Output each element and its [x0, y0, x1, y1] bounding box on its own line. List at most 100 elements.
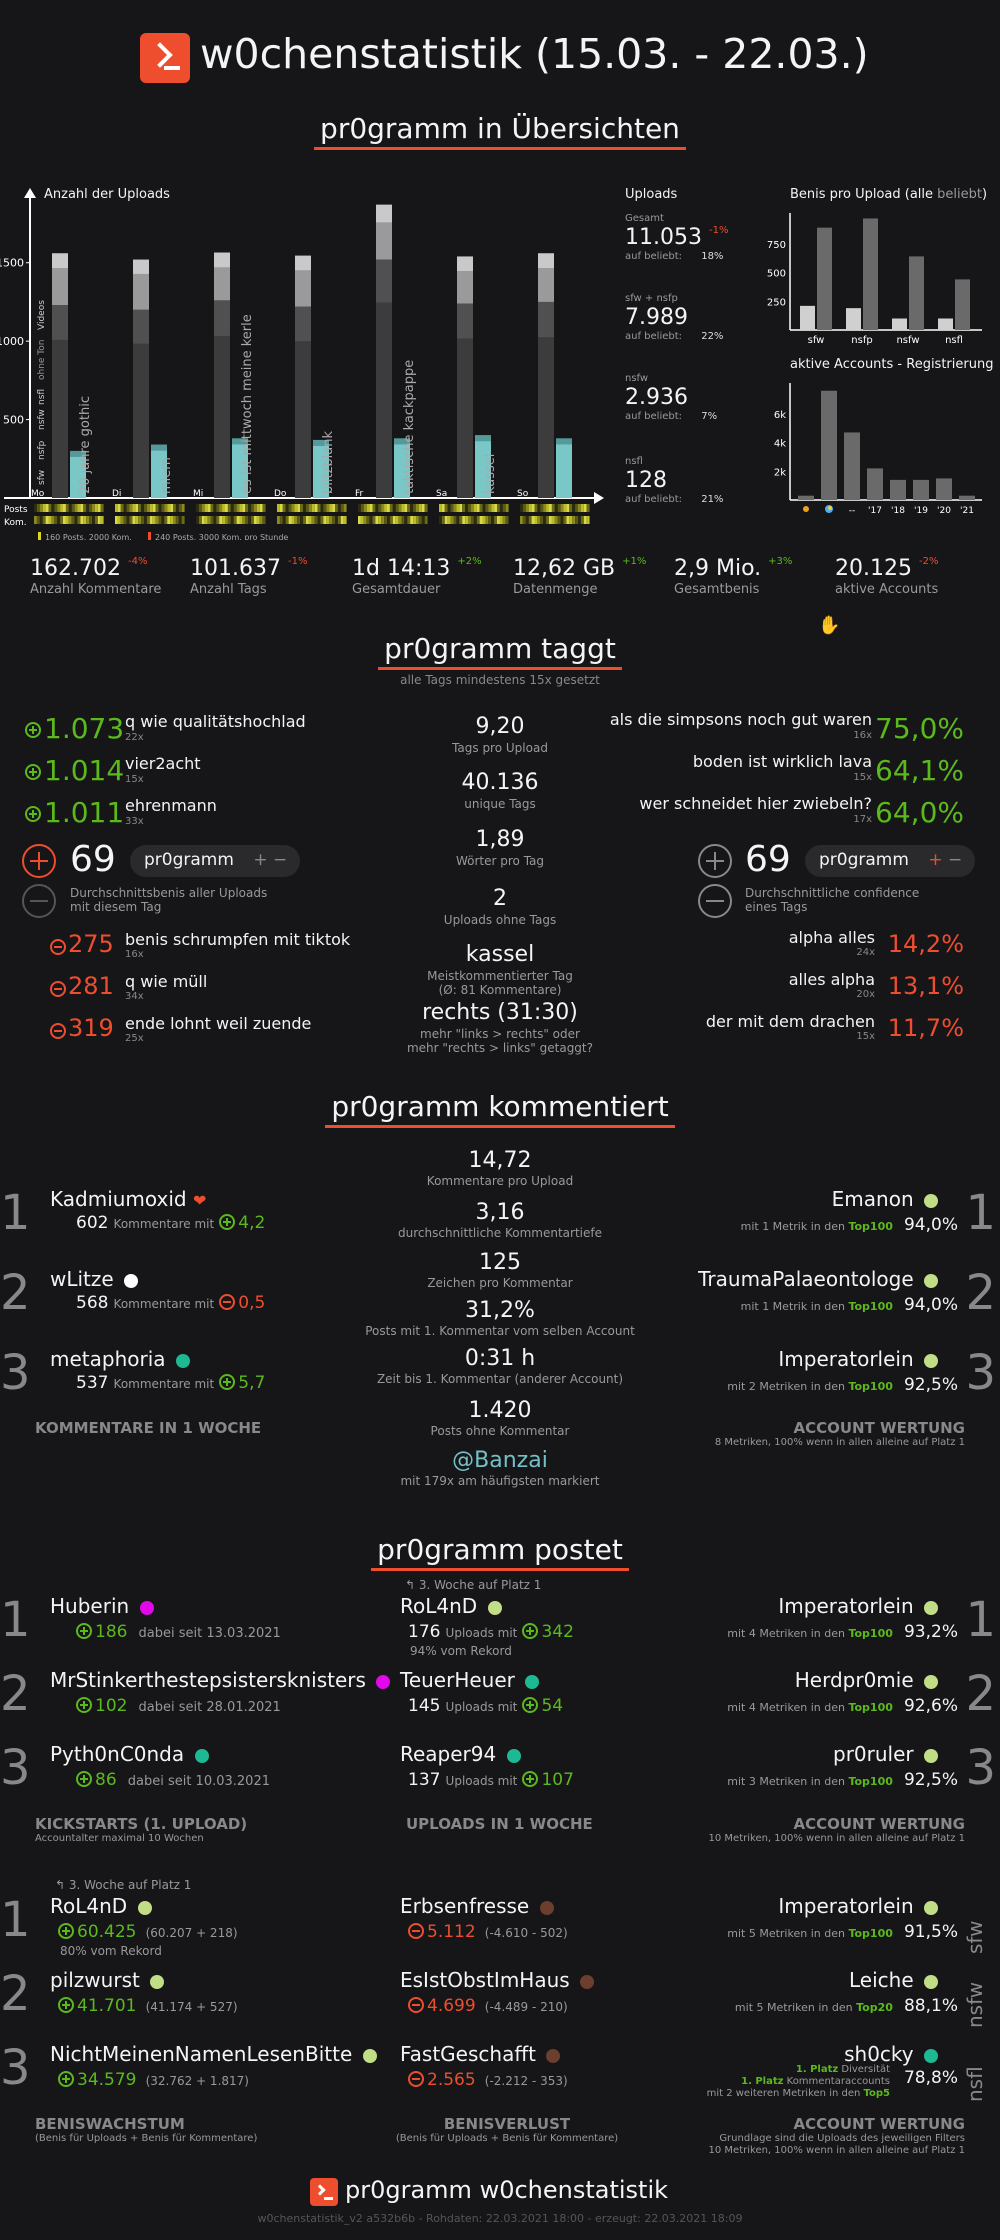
comments-heat-cell	[395, 516, 399, 524]
comment-account-detail: mit 1 Metrik in den Top100 94,0%	[740, 1215, 958, 1235]
comments-heat-cell	[83, 516, 87, 524]
benis-plus-button-icon	[22, 844, 56, 878]
posts-heat-cell	[447, 504, 451, 512]
comments-heat-cell	[54, 516, 58, 524]
minus-circle-icon	[50, 938, 69, 957]
comment-user-name: metaphoria	[50, 1347, 190, 1371]
posts-heat-cell	[100, 504, 104, 512]
posts-heat-cell	[227, 504, 231, 512]
summary-stat-label: Gesamtbenis	[674, 582, 760, 597]
uploads-bar-nsfw	[376, 259, 392, 498]
accounts-chart-title: aktive Accounts - Registrierung	[790, 357, 994, 372]
growth-user-detail: 60.425 (60.207 + 218)	[58, 1922, 238, 1942]
comments-heat-cell	[505, 516, 509, 524]
acc-x-label: --	[849, 506, 856, 515]
comments-heat-cell	[404, 516, 408, 524]
uploads-bar-video	[376, 204, 392, 223]
comments-heat-cell	[36, 516, 40, 524]
posts-heat-cell	[36, 504, 40, 512]
uploads-bar-nsfw-top	[214, 300, 230, 336]
tag-center-label: Wörter pro Tag	[455, 854, 545, 868]
comment-center-value: 125	[479, 1250, 521, 1275]
acc-x-label: '21	[960, 506, 974, 515]
comments-heat-cell	[303, 516, 306, 524]
posts-heat-cell	[259, 504, 263, 512]
growth-note: ↰ 3. Woche auf Platz 1	[55, 1878, 192, 1892]
uploader-extra: 94% vom Rekord	[410, 1644, 512, 1658]
posts-heat-cell	[410, 504, 414, 512]
posts-heat-cell	[502, 504, 506, 512]
posts-heat-cell	[236, 504, 240, 512]
benis-y-tick: 250	[767, 297, 786, 308]
comments-heat-cell	[392, 516, 396, 524]
uploads-bar-video	[538, 253, 554, 269]
uploads-stat-beliebt: auf beliebt: 21%	[625, 494, 724, 505]
comment-center-label: Kommentare pro Upload	[426, 1174, 574, 1188]
uploads-bar-video	[457, 256, 473, 271]
side-legend-label: nsfw	[37, 409, 47, 430]
comments-heat-cell	[42, 516, 46, 524]
comments-heat-cell	[178, 516, 182, 524]
comments-heat-cell	[170, 516, 173, 524]
uploads-bar-beliebt	[232, 438, 248, 498]
tag-bottom-benis-name: q wie müll	[125, 972, 208, 991]
posts-heat-cell	[444, 504, 448, 512]
posts-heat-cell	[416, 504, 419, 512]
comment-center-label: Zeichen pro Kommentar	[427, 1276, 573, 1290]
comments-heat-cell	[418, 516, 422, 524]
posts-heat-cell	[456, 504, 460, 512]
posts-heat-cell	[392, 504, 396, 512]
comments-heat-cell	[132, 516, 136, 524]
tag-top-conf-name: wer schneidet hier zwiebeln?	[639, 794, 872, 813]
posts-heat-cell	[181, 504, 185, 512]
kickstart-user-name: MrStinkerthestepsistersknisters	[50, 1668, 391, 1692]
posts-heat-cell	[569, 504, 573, 512]
acc-icon-1	[803, 506, 809, 512]
comments-heat-cell	[424, 516, 428, 524]
benis-x-label: sfw	[808, 335, 825, 345]
posts-heat-cell	[144, 504, 147, 512]
posts-heat-cell	[74, 504, 78, 512]
comment-account-name: Emanon	[832, 1187, 938, 1211]
tag-center-value: 2	[493, 886, 507, 911]
posts-heat-cell	[534, 504, 538, 512]
comment-account-detail: mit 2 Metriken in den Top100 92,5%	[727, 1375, 958, 1395]
posts-heat-cell	[311, 504, 315, 512]
posts-heat-cell	[262, 504, 266, 512]
uploads-bar-nsfw-top	[538, 301, 554, 338]
comments-heat-cell	[447, 516, 451, 524]
comments-heat-cell	[413, 516, 416, 524]
posts-heat-cell	[239, 504, 243, 512]
loss-user-detail: 5.112 (-4.610 - 502)	[408, 1922, 568, 1942]
comments-heat-cell	[248, 516, 252, 524]
uploads-bar-video	[295, 255, 311, 271]
tag-bottom-conf-name: der mit dem drachen	[705, 1012, 875, 1031]
day-top-tag: kassel	[483, 454, 498, 494]
uploader-stats: 137 Uploads mit 107	[408, 1770, 574, 1790]
legend-yellow-text: 160 Posts, 2000 Kom.	[45, 533, 132, 540]
posts-heat-cell	[360, 504, 364, 512]
tag-center-value: kassel	[465, 942, 535, 967]
posts-heat-cell	[525, 504, 529, 512]
comments-heat-cell	[161, 516, 165, 524]
uploads-bar-beliebt	[70, 450, 86, 498]
comment-center-label: mit 179x am häufigsten markiert	[400, 1474, 600, 1488]
comments-heat-cell	[230, 516, 234, 524]
growth-user-detail: 34.579 (32.762 + 1.817)	[58, 2070, 249, 2090]
benis-bar-beliebt	[955, 279, 970, 330]
posts-heat-cell	[120, 504, 124, 512]
posts-heat-cell	[575, 504, 578, 512]
posts-heat-cell	[586, 504, 590, 512]
uploads-bar-video	[214, 252, 230, 268]
comments-heat-cell	[320, 516, 324, 524]
comment-rank-number: 3	[0, 1345, 31, 1401]
hand-icon: ✋	[818, 615, 841, 636]
comments-heat-cell	[138, 516, 142, 524]
tag-top-benis-count: 22x	[125, 732, 144, 743]
comments-heat-cell	[363, 516, 367, 524]
tag-bottom-conf-value: 14,2%	[887, 930, 964, 958]
posts-heat-cell	[398, 504, 402, 512]
posts-heat-cell	[520, 504, 523, 512]
day-top-tag: es ist mittwoch meine kerle	[240, 314, 255, 494]
growth-caption-sub: (Benis für Uploads + Benis für Kommentar…	[35, 2133, 258, 2144]
